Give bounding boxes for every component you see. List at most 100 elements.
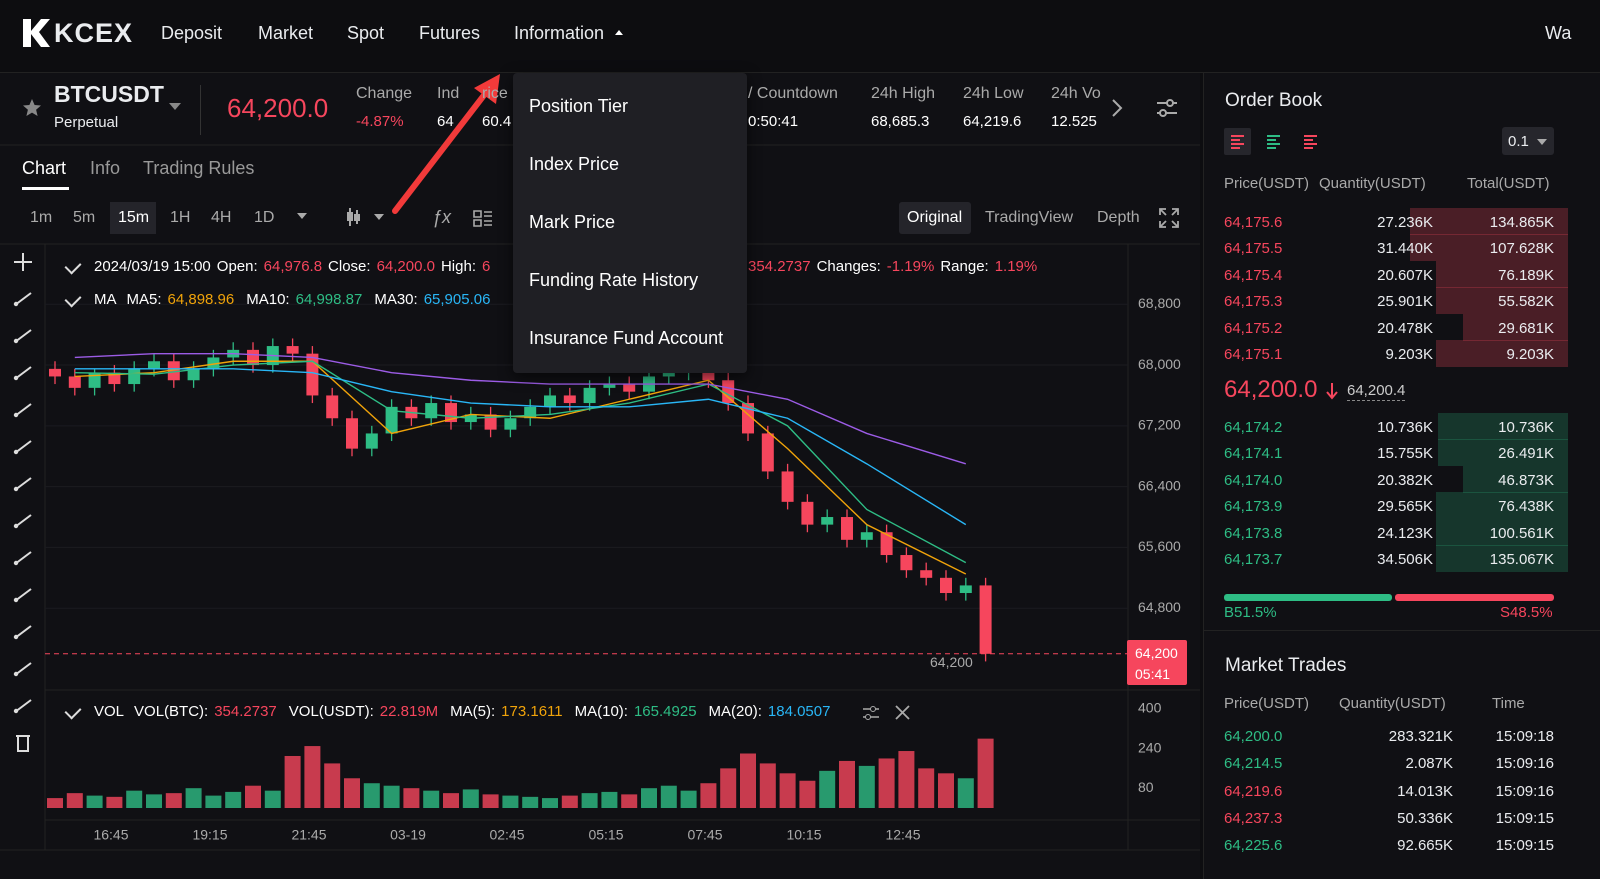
interval-active-bg bbox=[110, 202, 156, 234]
x-tick-label: 21:45 bbox=[291, 827, 326, 843]
info-text: Open: bbox=[216, 258, 258, 275]
trade-qty: 14.013K bbox=[1397, 782, 1453, 800]
collapse-caret[interactable] bbox=[64, 257, 82, 275]
candle-body bbox=[761, 433, 774, 472]
nav-item[interactable]: Deposit bbox=[161, 23, 223, 43]
tab[interactable]: Trading Rules bbox=[143, 158, 255, 178]
info-text: High: bbox=[440, 258, 476, 275]
interval[interactable]: 1H bbox=[170, 209, 191, 226]
depth-bar bbox=[1436, 340, 1568, 367]
favorite-star[interactable] bbox=[22, 98, 42, 118]
candle-body bbox=[821, 517, 834, 525]
tool-icon[interactable] bbox=[13, 551, 32, 566]
book-header: Price(USDT) bbox=[1224, 175, 1309, 192]
vol-value: 173.1611 bbox=[501, 703, 563, 720]
candle-body bbox=[49, 368, 61, 377]
trade-time: 15:09:15 bbox=[1495, 837, 1554, 855]
book-total: 9.203K bbox=[1506, 346, 1554, 363]
scroll-right[interactable] bbox=[1110, 98, 1124, 118]
dropdown-item[interactable]: Funding Rate History bbox=[529, 270, 699, 290]
tool-icon[interactable] bbox=[13, 662, 32, 677]
book-view-toggle[interactable] bbox=[1224, 128, 1334, 156]
chart-type-select[interactable] bbox=[345, 206, 385, 228]
vol-tools[interactable] bbox=[862, 704, 912, 722]
tool-icon[interactable] bbox=[13, 403, 32, 418]
dropdown-item[interactable]: Insurance Fund Account bbox=[529, 328, 724, 348]
step-caret[interactable] bbox=[1536, 138, 1548, 146]
nav-right[interactable]: Wa bbox=[1545, 23, 1572, 43]
x-tick-label: 12:45 bbox=[885, 827, 920, 843]
nav-item[interactable]: Market bbox=[258, 23, 314, 43]
trade-qty: 92.665K bbox=[1397, 837, 1453, 855]
trades-header: Price(USDT) bbox=[1224, 695, 1309, 712]
interval[interactable]: 1D bbox=[254, 209, 275, 226]
x-tick-label: 07:45 bbox=[687, 827, 722, 843]
tool-icon[interactable] bbox=[13, 625, 32, 640]
symbol[interactable]: BTCUSDT bbox=[54, 81, 164, 107]
layout-icon[interactable] bbox=[473, 209, 493, 227]
volume-bar bbox=[482, 794, 499, 808]
book-price: 64,174.1 bbox=[1224, 445, 1283, 463]
candle-body bbox=[524, 406, 537, 419]
symbol-caret[interactable] bbox=[168, 102, 182, 112]
dropdown-item[interactable]: Index Price bbox=[529, 154, 620, 174]
step-value[interactable]: 0.1 bbox=[1508, 133, 1529, 150]
tool-icon[interactable] bbox=[16, 735, 30, 752]
tool-icon[interactable] bbox=[13, 329, 32, 344]
nav-item[interactable]: Spot bbox=[347, 23, 385, 43]
book-total: 134.865K bbox=[1489, 214, 1554, 231]
tool-icon[interactable] bbox=[13, 477, 32, 492]
book-qty: 34.506K bbox=[1377, 551, 1433, 568]
ma-value: 64,898.96 bbox=[167, 291, 235, 308]
tool-icon[interactable] bbox=[13, 440, 32, 455]
tool-icon[interactable] bbox=[13, 588, 32, 603]
vol-tick-label: 240 bbox=[1138, 739, 1162, 755]
volume-bar bbox=[878, 758, 895, 808]
volume-bar bbox=[225, 791, 242, 808]
volume-bar bbox=[47, 798, 63, 808]
candle-body bbox=[187, 368, 200, 381]
stat-label: rice bbox=[482, 85, 508, 102]
book-qty: 20.478K bbox=[1377, 319, 1433, 337]
settings-icon[interactable] bbox=[1155, 96, 1179, 120]
tab[interactable]: Info bbox=[90, 158, 121, 178]
interval[interactable]: 4H bbox=[211, 209, 232, 226]
tool-icon[interactable] bbox=[13, 292, 32, 307]
view-option[interactable]: Original bbox=[907, 209, 963, 226]
depth-bar bbox=[1436, 545, 1568, 572]
candle-body bbox=[722, 380, 735, 404]
interval[interactable]: 5m bbox=[73, 209, 96, 226]
fullscreen-icon[interactable] bbox=[1158, 207, 1180, 229]
interval[interactable]: 15m bbox=[118, 209, 150, 226]
logo-icon bbox=[23, 19, 50, 47]
x-tick-label: 02:45 bbox=[489, 827, 524, 843]
last-price: 64,200.0 bbox=[227, 93, 329, 123]
dropdown-item[interactable]: Position Tier bbox=[529, 96, 629, 116]
stat-label: 24h Vo bbox=[1051, 85, 1101, 102]
step-select[interactable] bbox=[1502, 127, 1554, 155]
nav-caret[interactable] bbox=[614, 28, 624, 36]
stat-value: 0:50:41 bbox=[748, 113, 799, 130]
volume-bar bbox=[106, 796, 123, 808]
volume-bar bbox=[66, 793, 83, 808]
tool-icon[interactable] bbox=[13, 366, 32, 381]
interval-caret[interactable] bbox=[296, 212, 308, 220]
stat-label: 24h High bbox=[871, 85, 936, 102]
book-price: 64,175.4 bbox=[1224, 266, 1283, 284]
dropdown-item[interactable]: Mark Price bbox=[529, 212, 616, 232]
view-option[interactable]: TradingView bbox=[985, 209, 1074, 226]
view-option[interactable]: Depth bbox=[1097, 209, 1140, 226]
sell-ratio: S48.5% bbox=[1500, 604, 1553, 621]
interval[interactable]: 1m bbox=[30, 209, 53, 226]
contract-type: Perpetual bbox=[54, 114, 119, 131]
tab[interactable]: Chart bbox=[22, 158, 67, 178]
tool-icon[interactable] bbox=[13, 514, 32, 529]
nav-item[interactable]: Information bbox=[514, 23, 605, 43]
tool-icon[interactable] bbox=[14, 253, 32, 271]
volume-bar bbox=[957, 778, 974, 808]
indicator-icon[interactable]: ƒx bbox=[432, 207, 452, 227]
collapse-caret[interactable] bbox=[64, 290, 82, 308]
collapse-caret[interactable] bbox=[64, 702, 82, 720]
nav-item[interactable]: Futures bbox=[419, 23, 481, 43]
tool-icon[interactable] bbox=[13, 699, 32, 714]
